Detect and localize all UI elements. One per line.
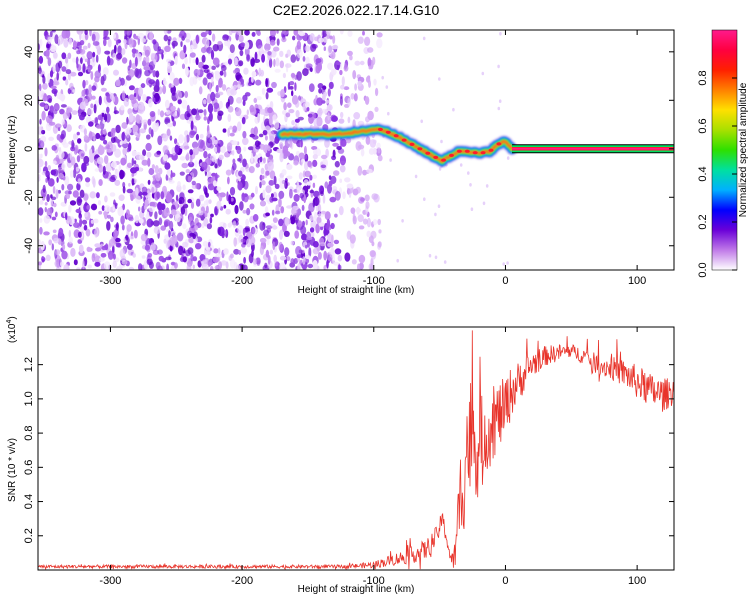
spectrogram-y-axis-label: Frequency (Hz)	[7, 116, 18, 185]
y-tick-label: 1.2	[23, 357, 35, 372]
snr-x-axis-label: Height of straight line (km)	[298, 584, 415, 595]
colorbar-gradient	[711, 29, 738, 271]
figure-title: C2E2.2026.022.17.14.G10	[272, 2, 440, 18]
y-tick-label: 0.8	[23, 425, 35, 440]
x-tick-label: 100	[628, 275, 646, 287]
x-tick-label: -300	[99, 575, 121, 587]
y-tick-label: 40	[23, 46, 35, 58]
y-tick-label: -40	[23, 238, 35, 254]
spectrogram-y-ticks: -40 -20 0 20 40	[23, 46, 674, 254]
colorbar-tick-label: 0.2	[697, 214, 709, 229]
x-tick-label: -200	[231, 275, 253, 287]
colorbar: 0.0 0.2 0.4 0.6 0.8 Normalized spectral ampl…	[697, 29, 749, 278]
x-tick-label: -100	[363, 275, 385, 287]
y-tick-label: 0.6	[23, 460, 35, 475]
x-tick-label: 0	[502, 575, 508, 587]
snr-y-multiplier: (x104)	[6, 316, 18, 343]
y-tick-label: 0	[23, 146, 35, 152]
x-tick-label: -300	[99, 275, 121, 287]
x-tick-label: 0	[502, 275, 508, 287]
snr-frame	[37, 326, 675, 571]
y-tick-label: 20	[23, 94, 35, 106]
spectrogram-image	[38, 30, 674, 270]
snr-plot-area	[38, 327, 674, 570]
y-tick-label: 0.4	[23, 494, 35, 509]
x-tick-label: 100	[628, 575, 646, 587]
colorbar-tick-label: 0.0	[697, 262, 709, 277]
snr-y-axis-label: SNR (10 * v/v)	[7, 438, 18, 502]
colorbar-tick-label: 0.4	[697, 166, 709, 181]
spectrogram-x-axis-label: Height of straight line (km)	[298, 285, 415, 296]
snr-y-ticks: 0.2 0.4 0.6 0.8 1.0 1.2	[23, 357, 674, 543]
colorbar-label: Normalized spectral amplitude	[738, 82, 749, 217]
spectrogram-x-ticks: -300 -200 -100 0 100	[99, 30, 646, 287]
snr-x-ticks: -300 -200 -100 0 100	[99, 327, 646, 587]
y-tick-label: 1.0	[23, 391, 35, 406]
x-tick-label: -100	[363, 575, 385, 587]
x-tick-label: -200	[231, 575, 253, 587]
snr-panel: -300 -200 -100 0 100 0.2 0.4 0.6 0.8 1.0 1.2 Heig…	[6, 316, 675, 595]
colorbar-ticks: 0.0 0.2 0.4 0.6 0.8	[697, 70, 737, 278]
colorbar-tick-label: 0.6	[697, 118, 709, 133]
snr-series-line	[38, 330, 674, 570]
y-tick-label: 0.2	[23, 528, 35, 543]
y-tick-label: -20	[23, 189, 35, 205]
colorbar-tick-label: 0.8	[697, 70, 709, 85]
spectrogram-frame	[37, 29, 675, 271]
